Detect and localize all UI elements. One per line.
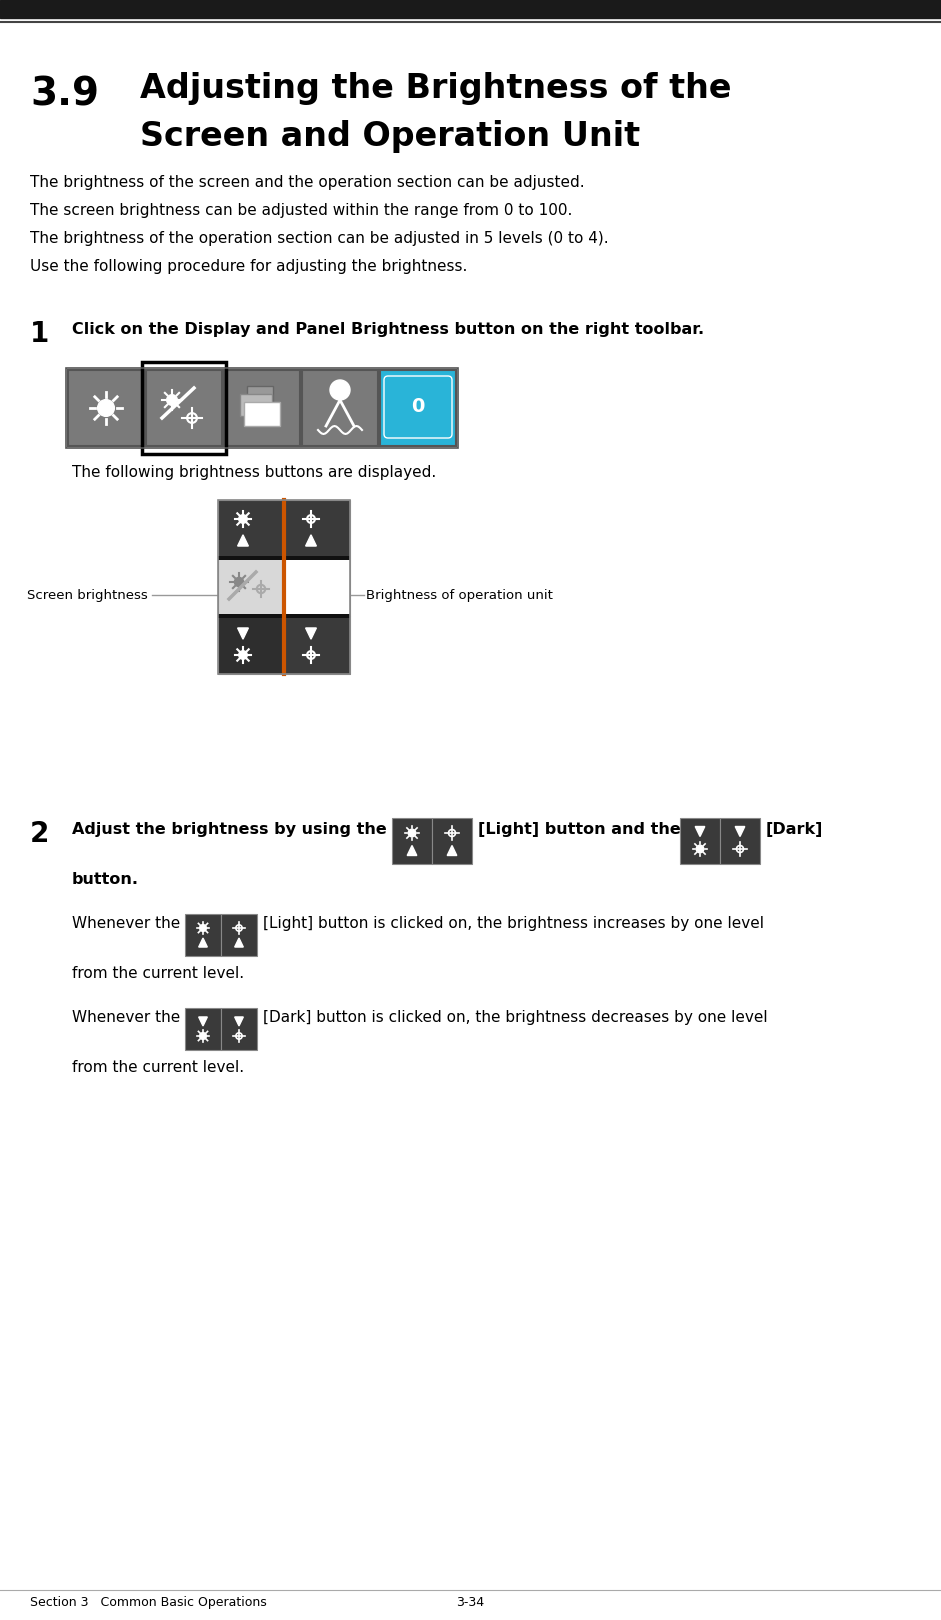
- Circle shape: [199, 925, 206, 931]
- Text: Whenever the: Whenever the: [72, 915, 181, 932]
- Bar: [244, 402, 280, 426]
- Text: The following brightness buttons are displayed.: The following brightness buttons are dis…: [72, 465, 437, 480]
- Bar: [680, 818, 720, 863]
- Bar: [66, 368, 458, 449]
- Bar: [218, 556, 350, 561]
- Text: Adjust the brightness by using the: Adjust the brightness by using the: [72, 821, 387, 838]
- Polygon shape: [238, 535, 248, 546]
- Bar: [284, 501, 350, 557]
- Polygon shape: [234, 938, 244, 948]
- Text: Use the following procedure for adjusting the brightness.: Use the following procedure for adjustin…: [30, 259, 468, 274]
- Polygon shape: [199, 1017, 207, 1025]
- Bar: [0, 0, 941, 18]
- Polygon shape: [447, 846, 456, 855]
- Bar: [432, 818, 472, 863]
- Text: [Dark] button is clicked on, the brightness decreases by one level: [Dark] button is clicked on, the brightn…: [263, 1009, 768, 1025]
- Text: 2: 2: [30, 820, 49, 847]
- Bar: [247, 386, 273, 402]
- Circle shape: [98, 400, 115, 416]
- FancyBboxPatch shape: [384, 376, 452, 437]
- Polygon shape: [238, 629, 248, 640]
- Bar: [392, 818, 432, 863]
- Circle shape: [234, 577, 244, 586]
- Bar: [380, 369, 456, 446]
- Bar: [218, 616, 284, 674]
- Text: from the current level.: from the current level.: [72, 1059, 244, 1076]
- Polygon shape: [199, 938, 207, 948]
- Bar: [284, 557, 350, 616]
- Text: button.: button.: [72, 872, 139, 888]
- Text: Screen brightness: Screen brightness: [27, 588, 148, 601]
- Text: [Dark]: [Dark]: [766, 821, 823, 838]
- Bar: [185, 1008, 221, 1050]
- Text: Whenever the: Whenever the: [72, 1009, 181, 1025]
- Bar: [146, 369, 222, 446]
- Text: Screen and Operation Unit: Screen and Operation Unit: [140, 120, 640, 152]
- Polygon shape: [407, 846, 417, 855]
- Bar: [218, 557, 284, 616]
- Text: 1: 1: [30, 321, 49, 348]
- Bar: [221, 1008, 257, 1050]
- Polygon shape: [695, 826, 705, 836]
- Bar: [218, 501, 284, 557]
- Bar: [185, 914, 221, 956]
- Circle shape: [167, 395, 177, 405]
- Text: The brightness of the operation section can be adjusted in 5 levels (0 to 4).: The brightness of the operation section …: [30, 232, 609, 246]
- Text: [Light] button is clicked on, the brightness increases by one level: [Light] button is clicked on, the bright…: [263, 915, 764, 932]
- Circle shape: [408, 829, 416, 838]
- Bar: [224, 369, 300, 446]
- Text: from the current level.: from the current level.: [72, 966, 244, 982]
- Polygon shape: [735, 826, 744, 836]
- Bar: [302, 369, 378, 446]
- Polygon shape: [234, 1017, 244, 1025]
- Text: Click on the Display and Panel Brightness button on the right toolbar.: Click on the Display and Panel Brightnes…: [72, 322, 704, 337]
- Bar: [68, 369, 144, 446]
- Bar: [218, 501, 350, 674]
- Bar: [720, 818, 760, 863]
- Text: 0: 0: [411, 397, 424, 415]
- Text: The brightness of the screen and the operation section can be adjusted.: The brightness of the screen and the ope…: [30, 175, 584, 190]
- Text: 3.9: 3.9: [30, 75, 99, 113]
- Circle shape: [199, 1032, 206, 1040]
- Circle shape: [696, 846, 704, 852]
- Polygon shape: [306, 535, 316, 546]
- Text: Brightness of operation unit: Brightness of operation unit: [366, 588, 553, 601]
- Bar: [142, 361, 226, 454]
- Circle shape: [239, 651, 247, 659]
- Text: [Light] button and the: [Light] button and the: [478, 821, 680, 838]
- Polygon shape: [306, 629, 316, 640]
- Bar: [221, 914, 257, 956]
- Text: 3-34: 3-34: [456, 1596, 485, 1609]
- Text: Adjusting the Brightness of the: Adjusting the Brightness of the: [140, 71, 731, 105]
- Bar: [218, 614, 350, 617]
- Circle shape: [239, 515, 247, 523]
- Bar: [284, 616, 350, 674]
- Bar: [240, 394, 272, 416]
- Text: Section 3   Common Basic Operations: Section 3 Common Basic Operations: [30, 1596, 266, 1609]
- Text: The screen brightness can be adjusted within the range from 0 to 100.: The screen brightness can be adjusted wi…: [30, 202, 572, 219]
- Circle shape: [330, 381, 350, 400]
